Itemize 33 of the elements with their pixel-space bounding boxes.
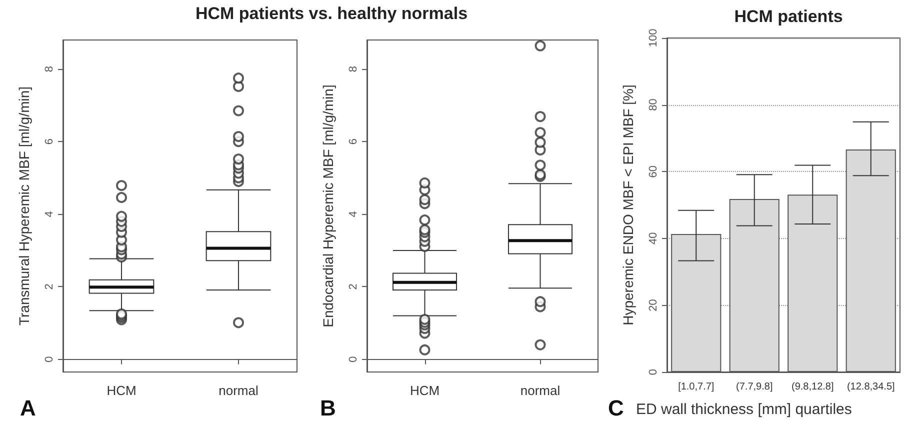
y-tick-label: 4: [44, 211, 56, 218]
y-axis-title: Hyperemic ENDO MBF < EPI MBF [%]: [620, 84, 636, 326]
text: HCM patients vs. healthy normals: [194, 4, 469, 24]
text: A: [20, 396, 36, 420]
y-axis-title: Endocardial Hyperemic MBF [ml/g/min]: [320, 84, 336, 328]
x-tick-label: (9.8,12.8]: [791, 382, 834, 392]
y-tick-label: 40: [648, 232, 660, 245]
chart-title: HCM patients: [734, 7, 843, 26]
text: B: [320, 396, 336, 420]
y-tick-label: 6: [44, 138, 56, 145]
y-tick-label: 60: [648, 165, 660, 178]
y-tick-label: 2: [44, 284, 56, 290]
x-tick-label: normal: [218, 383, 258, 398]
y-tick-label: 0: [648, 368, 660, 376]
x-tick-label: [1.0,7.7]: [678, 382, 714, 392]
x-tick-label: (7.7,9.8]: [736, 382, 773, 392]
x-tick-label: normal: [520, 383, 560, 398]
y-tick-label: 0: [44, 356, 56, 362]
x-tick-label: HCM: [106, 383, 136, 398]
y-tick-label: 100: [648, 28, 660, 48]
text: C: [608, 396, 624, 420]
y-tick-label: 0: [348, 356, 360, 362]
x-axis-title: ED wall thickness [mm] quartiles: [636, 401, 852, 418]
x-tick-label: (12.8,34.5]: [846, 382, 896, 392]
y-axis-title: Transmural Hyperemic MBF [ml/g/min]: [16, 86, 32, 326]
y-tick-label: 4: [348, 211, 360, 218]
y-tick-label: 8: [44, 66, 56, 72]
y-tick-label: 8: [348, 66, 360, 72]
y-tick-label: 6: [348, 138, 360, 145]
y-tick-label: 80: [648, 98, 660, 111]
y-tick-label: 2: [348, 284, 360, 290]
x-tick-label: HCM: [410, 383, 440, 398]
y-tick-label: 20: [648, 299, 660, 312]
